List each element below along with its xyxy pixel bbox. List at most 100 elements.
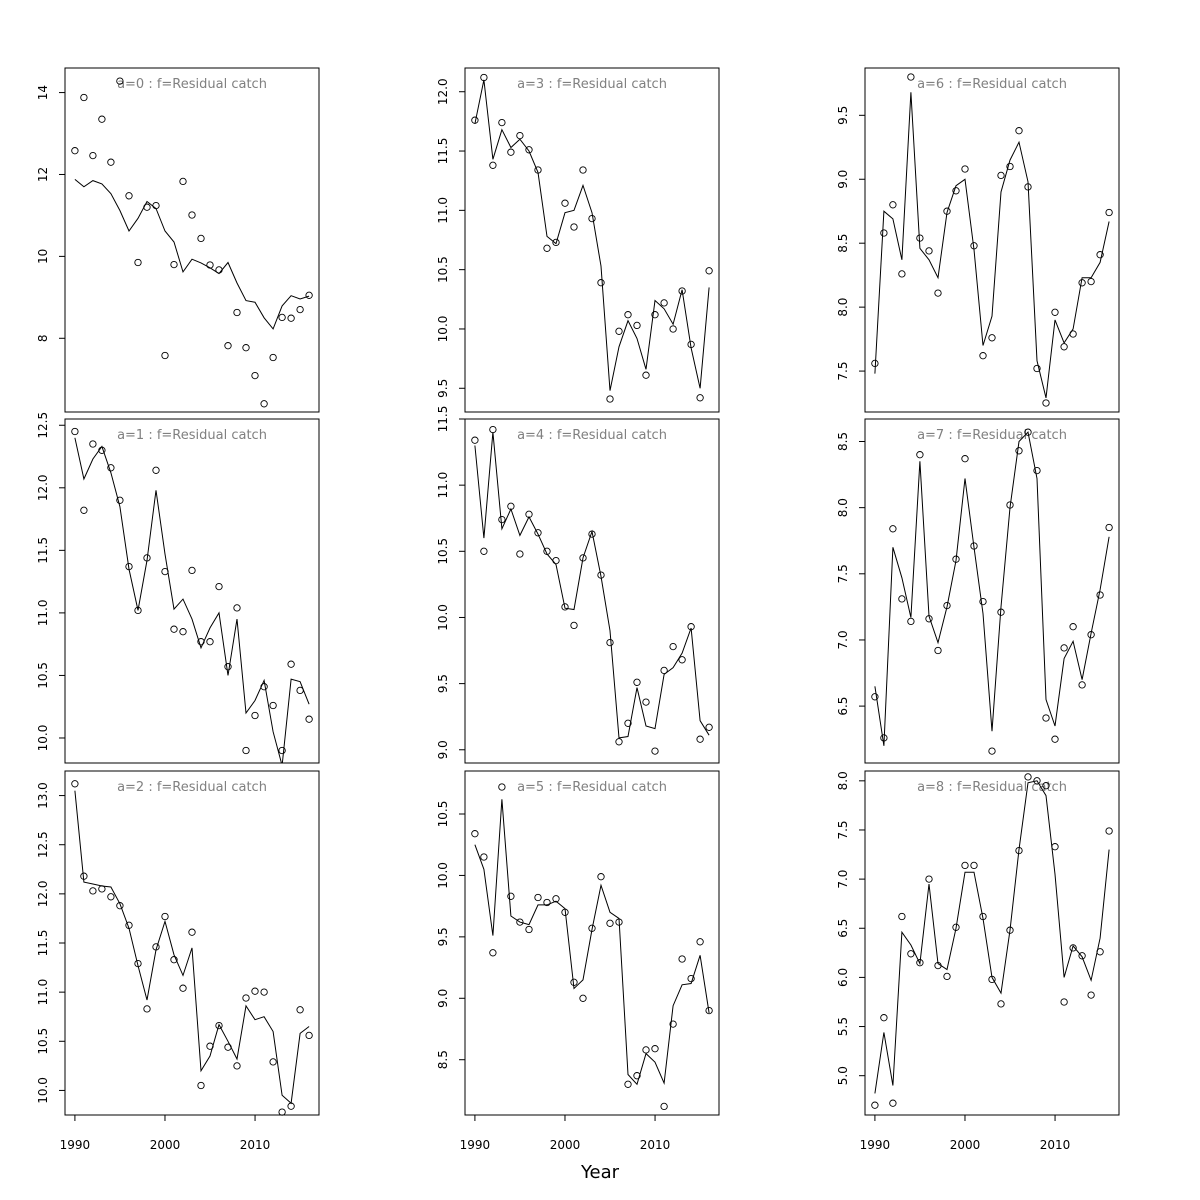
observed-point: [161, 351, 169, 360]
observed-point: [197, 638, 205, 646]
observed-point: [561, 908, 569, 916]
observed-point: [471, 116, 479, 124]
observed-point: [1042, 714, 1050, 722]
observed-point: [552, 895, 560, 903]
observed-point: [1096, 948, 1104, 956]
panels: a=0 : f=Residual catch 8 10 12 14 a=1 : f=Res…: [36, 67, 1120, 1152]
observed-point: [260, 400, 268, 408]
observed-point: [561, 199, 569, 207]
observed-point: [498, 515, 506, 524]
observed-point: [1051, 735, 1059, 743]
panel-a0: a=0 : f=Residual catch 8 10 12 14: [36, 67, 320, 413]
observed-point: [687, 623, 695, 631]
observed-point: [170, 625, 178, 633]
observed-point: [871, 1101, 879, 1109]
observed-point: [970, 542, 978, 550]
observed-point: [1087, 991, 1095, 999]
observed-point: [1051, 843, 1059, 851]
y-tick-label: 9.5: [836, 106, 850, 125]
y-tick-label: 10.0: [36, 1077, 50, 1104]
observed-point: [588, 530, 596, 538]
panel-a8: a=8 : f=Residual catch 5.0 5.5 6.0 6.5 7.0 7.5…: [836, 770, 1120, 1152]
observed-point: [543, 898, 551, 907]
observed-point: [970, 861, 978, 870]
panel-title: a=1 : f=Residual catch: [117, 428, 267, 443]
observed-point: [561, 603, 569, 611]
observed-point: [260, 683, 268, 691]
observed-point: [1105, 827, 1113, 835]
observed-point: [871, 693, 879, 701]
panel-frame: [464, 67, 720, 413]
observed-point: [988, 975, 996, 984]
observed-point: [1096, 591, 1104, 599]
observed-point: [907, 73, 915, 81]
observed-point: [534, 166, 542, 174]
y-tick-label: 9.0: [436, 740, 450, 759]
observed-point: [871, 359, 879, 368]
y-tick-label: 7.5: [836, 820, 850, 839]
y-tick-label: 10.5: [36, 1028, 50, 1055]
observed-point: [1024, 773, 1032, 781]
observed-point: [588, 214, 596, 223]
observed-point: [152, 943, 160, 951]
observed-point: [287, 660, 295, 668]
observed-point: [988, 747, 996, 755]
y-tick-label: 11.0: [436, 197, 450, 224]
observed-point: [678, 656, 686, 664]
y-tick-label: 11.5: [436, 406, 450, 433]
observed-point: [278, 313, 286, 322]
panel-title: a=3 : f=Residual catch: [517, 77, 667, 92]
observed-point: [1033, 777, 1041, 785]
y-tick-label: 10.0: [436, 316, 450, 343]
observed-point: [925, 875, 933, 883]
y-tick-label: 12.0: [36, 474, 50, 501]
x-tick-label: 1990: [60, 1138, 91, 1152]
observed-point: [116, 77, 124, 85]
observed-point: [161, 912, 169, 921]
y-tick-label: 12.0: [36, 880, 50, 907]
observed-point: [134, 606, 142, 615]
y-tick-label: 11.0: [36, 600, 50, 627]
observed-point: [1033, 364, 1041, 373]
observed-point: [615, 327, 623, 335]
observed-point: [489, 949, 497, 957]
observed-point: [507, 502, 515, 510]
observed-point: [89, 440, 97, 448]
observed-point: [1078, 279, 1086, 287]
observed-point: [197, 234, 205, 243]
observed-point: [979, 352, 987, 360]
y-tick-label: 7.5: [836, 564, 850, 583]
x-tick-label: 1990: [460, 1138, 491, 1152]
observed-point: [1087, 277, 1095, 286]
observed-point: [880, 734, 888, 742]
y-tick-label: 12.5: [36, 412, 50, 439]
y-tick-label: 12: [36, 167, 50, 182]
observed-point: [143, 554, 151, 562]
y-tick-label: 7.0: [836, 870, 850, 889]
observed-point: [1069, 944, 1077, 952]
observed-point: [633, 1072, 641, 1080]
observed-point: [997, 608, 1005, 616]
panel-frame: [464, 770, 720, 1116]
y-tick-label: 8.0: [836, 498, 850, 517]
observed-point: [988, 334, 996, 342]
observed-point: [134, 959, 142, 968]
y-tick-label: 11.5: [436, 138, 450, 165]
observed-point: [925, 615, 933, 623]
observed-point: [507, 892, 515, 900]
observed-point: [997, 1000, 1005, 1008]
observed-point: [116, 496, 124, 504]
observed-point: [943, 972, 951, 981]
panel-a1: a=1 : f=Residual catch 10.0 10.5 11.0 11.5 12…: [36, 412, 320, 764]
y-tick-label: 11.5: [36, 537, 50, 564]
observed-point: [525, 925, 533, 934]
observed-point: [269, 701, 277, 710]
observed-point: [979, 597, 987, 606]
x-tick-label: 2000: [950, 1138, 981, 1152]
panel-a2: a=2 : f=Residual catch 10.0 10.5 11.0 11.5 12…: [36, 770, 320, 1152]
observed-point: [1042, 399, 1050, 407]
y-tick-label: 9.5: [436, 379, 450, 398]
observed-point: [1069, 623, 1077, 631]
observed-point: [961, 165, 969, 173]
panel-a6: a=6 : f=Residual catch 7.5 8.0 8.5 9.0 9.5: [836, 67, 1120, 413]
